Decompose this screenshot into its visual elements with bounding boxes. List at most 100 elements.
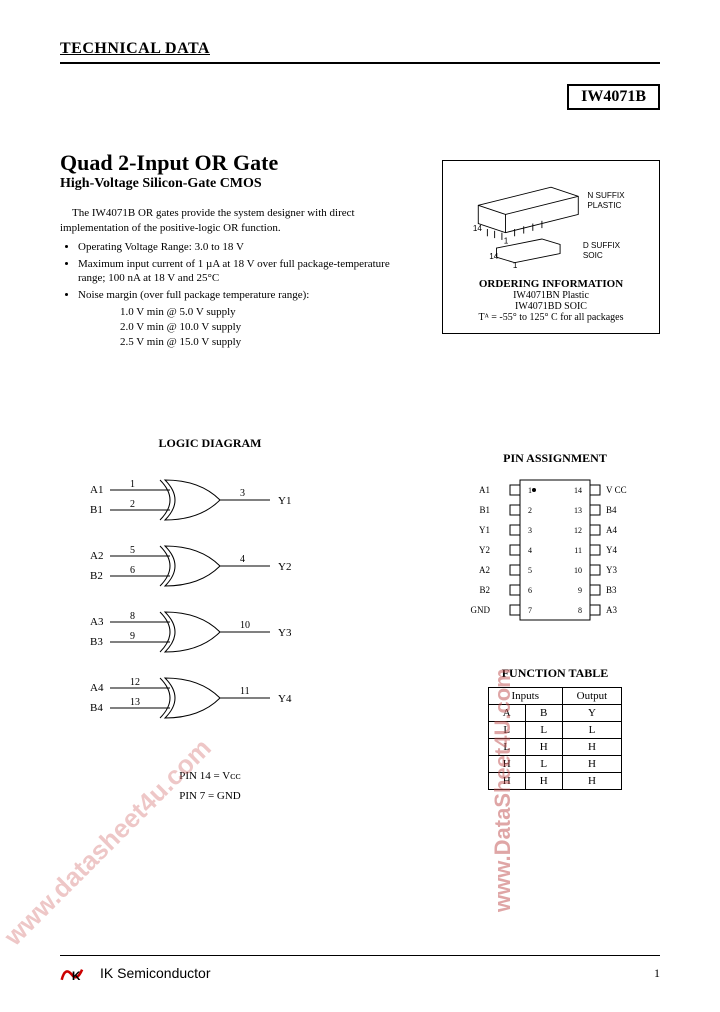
svg-text:Y1: Y1 bbox=[479, 525, 490, 535]
description-block: The IW4071B OR gates provide the system … bbox=[60, 206, 390, 350]
table-row: HHH bbox=[488, 773, 621, 790]
package-info-box: 14 1 N SUFFIX PLASTIC 14 1 D SUFFIX SOIC… bbox=[442, 160, 660, 334]
svg-text:3: 3 bbox=[528, 526, 532, 535]
footer-company: IK Semiconductor bbox=[100, 965, 211, 981]
svg-text:Y2: Y2 bbox=[278, 561, 291, 573]
svg-text:B3: B3 bbox=[606, 585, 617, 595]
svg-text:3: 3 bbox=[240, 488, 245, 499]
svg-text:14: 14 bbox=[574, 486, 582, 495]
svg-text:A2: A2 bbox=[90, 550, 103, 562]
svg-text:Y1: Y1 bbox=[278, 495, 291, 507]
svg-text:5: 5 bbox=[528, 566, 532, 575]
svg-text:8: 8 bbox=[130, 611, 135, 622]
func-col-b: B bbox=[525, 705, 562, 722]
svg-text:1: 1 bbox=[504, 237, 509, 246]
part-number-box: IW4071B bbox=[567, 84, 660, 110]
bullet-2: Maximum input current of 1 µA at 18 V ov… bbox=[78, 257, 390, 287]
func-head-inputs: Inputs bbox=[488, 688, 562, 705]
svg-text:5: 5 bbox=[130, 545, 135, 556]
ordering-line-3: Tᴬ = -55° to 125° C for all packages bbox=[451, 312, 651, 323]
svg-text:A1: A1 bbox=[479, 485, 490, 495]
svg-text:V CC: V CC bbox=[606, 485, 627, 495]
function-table-area: FUNCTION TABLE Inputs Output A B Y LLLLH… bbox=[460, 660, 650, 790]
table-row: LHH bbox=[488, 739, 621, 756]
svg-text:14: 14 bbox=[473, 224, 483, 233]
header-rule bbox=[60, 62, 660, 64]
svg-text:9: 9 bbox=[578, 586, 582, 595]
bullet-3: Noise margin (over full package temperat… bbox=[78, 288, 390, 303]
noise-line-2: 2.0 V min @ 10.0 V supply bbox=[120, 320, 390, 335]
svg-text:9: 9 bbox=[130, 631, 135, 642]
footer: K IK Semiconductor 1 bbox=[60, 955, 660, 984]
package-illustration: 14 1 N SUFFIX PLASTIC 14 1 D SUFFIX SOIC bbox=[451, 169, 651, 269]
page-number: 1 bbox=[654, 966, 660, 981]
svg-text:11: 11 bbox=[574, 546, 582, 555]
svg-text:B1: B1 bbox=[90, 504, 103, 516]
logic-note-1: PIN 14 = Vᴄᴄ bbox=[90, 770, 330, 782]
svg-text:Y4: Y4 bbox=[278, 693, 292, 705]
func-col-a: A bbox=[488, 705, 525, 722]
svg-text:B2: B2 bbox=[90, 570, 103, 582]
bullet-1: Operating Voltage Range: 3.0 to 18 V bbox=[78, 240, 390, 255]
ordering-line-1: IW4071BN Plastic bbox=[451, 290, 651, 301]
function-table: Inputs Output A B Y LLLLHHHLHHHH bbox=[488, 687, 622, 790]
svg-text:12: 12 bbox=[574, 526, 582, 535]
intro-text: The IW4071B OR gates provide the system … bbox=[60, 206, 390, 236]
svg-text:1: 1 bbox=[528, 486, 532, 495]
svg-text:4: 4 bbox=[528, 546, 532, 555]
svg-text:4: 4 bbox=[240, 554, 245, 565]
svg-text:Y2: Y2 bbox=[479, 545, 490, 555]
svg-text:1: 1 bbox=[513, 261, 518, 269]
svg-text:A3: A3 bbox=[90, 616, 104, 628]
svg-text:13: 13 bbox=[574, 506, 582, 515]
table-row: HLH bbox=[488, 756, 621, 773]
ordering-line-2: IW4071BD SOIC bbox=[451, 301, 651, 312]
header-title: TECHNICAL DATA bbox=[60, 40, 660, 58]
svg-text:GND: GND bbox=[471, 605, 491, 615]
svg-text:A4: A4 bbox=[606, 525, 617, 535]
logic-diagram-area: LOGIC DIAGRAM A1 B1 1 2 3 Y1 A2 B2 5 6 4… bbox=[90, 430, 330, 802]
logic-diagram-title: LOGIC DIAGRAM bbox=[90, 436, 330, 451]
svg-text:13: 13 bbox=[130, 697, 140, 708]
svg-text:10: 10 bbox=[574, 566, 582, 575]
svg-text:SOIC: SOIC bbox=[583, 251, 603, 260]
svg-text:12: 12 bbox=[130, 677, 140, 688]
svg-text:Y3: Y3 bbox=[606, 565, 617, 575]
svg-text:B2: B2 bbox=[479, 585, 490, 595]
svg-text:2: 2 bbox=[528, 506, 532, 515]
table-row: LLL bbox=[488, 722, 621, 739]
noise-line-1: 1.0 V min @ 5.0 V supply bbox=[120, 305, 390, 320]
function-table-title: FUNCTION TABLE bbox=[460, 666, 650, 681]
svg-text:11: 11 bbox=[240, 686, 250, 697]
svg-text:A1: A1 bbox=[90, 484, 103, 496]
logo-icon: K bbox=[60, 962, 94, 984]
svg-text:7: 7 bbox=[528, 606, 532, 615]
logic-note-2: PIN 7 = GND bbox=[90, 790, 330, 802]
func-col-y: Y bbox=[562, 705, 622, 722]
svg-text:B4: B4 bbox=[606, 505, 617, 515]
svg-text:A2: A2 bbox=[479, 565, 490, 575]
ordering-title: ORDERING INFORMATION bbox=[451, 278, 651, 290]
footer-rule bbox=[60, 955, 660, 956]
svg-text:6: 6 bbox=[528, 586, 532, 595]
svg-text:N SUFFIX: N SUFFIX bbox=[587, 191, 625, 200]
svg-text:8: 8 bbox=[578, 606, 582, 615]
logic-diagram-svg: A1 B1 1 2 3 Y1 A2 B2 5 6 4 Y2 A3 B3 bbox=[90, 457, 330, 757]
svg-text:PLASTIC: PLASTIC bbox=[587, 201, 621, 210]
svg-text:B1: B1 bbox=[479, 505, 490, 515]
noise-line-3: 2.5 V min @ 15.0 V supply bbox=[120, 335, 390, 350]
svg-text:2: 2 bbox=[130, 499, 135, 510]
pin-assignment-svg: A1 1 B1 2 Y1 3 Y2 4 A2 5 B2 6 GND 7 14 V… bbox=[460, 472, 650, 632]
svg-text:D SUFFIX: D SUFFIX bbox=[583, 241, 621, 250]
svg-text:B4: B4 bbox=[90, 702, 103, 714]
pin-assignment-area: PIN ASSIGNMENT A1 1 B1 2 Y1 3 Y2 4 A2 5 … bbox=[460, 445, 650, 637]
svg-text:B3: B3 bbox=[90, 636, 103, 648]
svg-text:10: 10 bbox=[240, 620, 250, 631]
func-head-output: Output bbox=[562, 688, 622, 705]
svg-text:1: 1 bbox=[130, 479, 135, 490]
svg-text:14: 14 bbox=[489, 252, 499, 261]
svg-text:K: K bbox=[72, 969, 81, 983]
svg-text:A3: A3 bbox=[606, 605, 617, 615]
svg-text:A4: A4 bbox=[90, 682, 104, 694]
svg-text:Y3: Y3 bbox=[278, 627, 292, 639]
